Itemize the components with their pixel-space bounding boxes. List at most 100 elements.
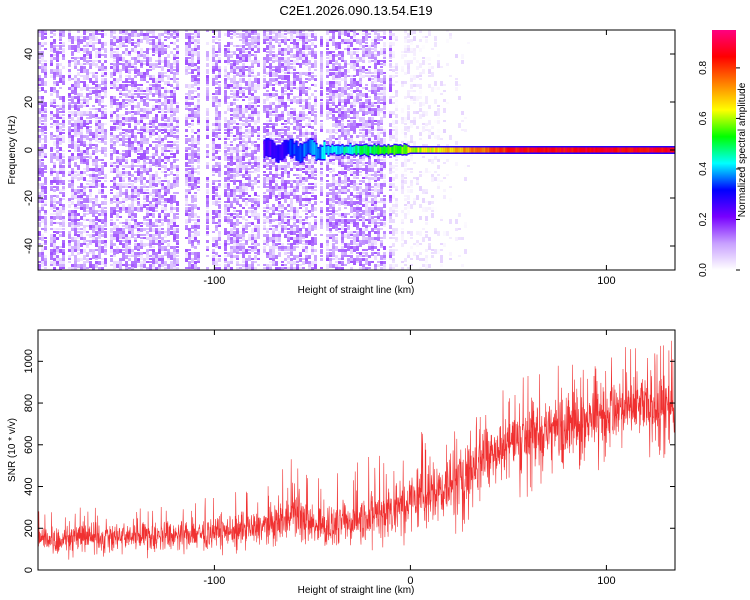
- spectrogram-cell: [122, 180, 125, 182]
- spectrogram-cell: [224, 189, 227, 192]
- spectrogram-cell: [236, 123, 239, 125]
- spectrogram-cell: [74, 96, 77, 99]
- spectrogram-cell: [245, 183, 248, 186]
- spectrogram-cell: [251, 48, 254, 51]
- spectrogram-cell: [194, 90, 197, 92]
- spectrogram-cell: [104, 75, 107, 77]
- spectrogram-cell: [68, 171, 71, 174]
- spectrogram-cell: [278, 135, 281, 137]
- spectrogram-cell: [74, 216, 77, 221]
- spectrogram-cell: [110, 207, 113, 210]
- spectrogram-cell: [206, 81, 209, 86]
- spectrogram-cell: [311, 198, 314, 200]
- spectrogram-cell: [152, 141, 155, 143]
- spectrogram-cell: [167, 96, 170, 98]
- spectrogram-cell: [104, 93, 107, 98]
- spectrogram-cell: [281, 105, 284, 107]
- spectrogram-cell: [248, 171, 251, 173]
- spectrogram-cell: [287, 267, 290, 270]
- spectrogram-cell: [77, 81, 80, 86]
- spectrogram-cell: [305, 39, 308, 44]
- spectrogram-cell: [329, 69, 332, 71]
- spectrogram-cell: [302, 54, 305, 57]
- spectrogram-cell: [95, 147, 98, 152]
- spectrogram-cell: [335, 54, 338, 57]
- spectrogram-cell: [152, 267, 155, 270]
- spectrogram-cell: [125, 51, 128, 56]
- spectrogram-cell: [338, 111, 341, 115]
- spectrogram-cell: [335, 237, 338, 242]
- spectrogram-cell: [53, 75, 56, 79]
- spectrogram-cell: [155, 210, 158, 212]
- spectrogram-cell: [233, 234, 236, 237]
- spectrogram-cell: [50, 255, 53, 260]
- spectrogram-cell: [146, 207, 149, 212]
- spectrogram-cell: [290, 99, 293, 103]
- spectrogram-cell: [155, 105, 158, 109]
- spectrogram-cell: [167, 219, 170, 224]
- spectrogram-cell: [77, 222, 80, 227]
- spectrogram-cell: [335, 246, 338, 251]
- spectrogram-cell: [296, 195, 299, 199]
- spectrogram-cell: [242, 186, 245, 191]
- spectrogram-cell: [251, 246, 254, 249]
- spectrogram-cell: [257, 117, 260, 121]
- spectrogram-cell: [95, 186, 98, 188]
- spectrogram-cell: [101, 69, 104, 71]
- spectrogram-cell: [146, 75, 149, 77]
- spectrogram-cell: [311, 30, 314, 32]
- spectrogram-cell: [197, 138, 200, 142]
- spectrogram-cell: [74, 75, 77, 78]
- spectrogram-cell: [218, 84, 221, 88]
- spectrogram-cell: [254, 255, 257, 260]
- spectrogram-cell: [290, 267, 293, 270]
- spectrogram-cell: [257, 156, 260, 161]
- spectrogram-cell: [251, 126, 254, 131]
- spectrogram-cell: [188, 261, 191, 264]
- spectrogram-cell: [233, 111, 236, 115]
- spectrogram-cell: [161, 180, 164, 182]
- spectrogram-cell: [128, 225, 131, 230]
- spectrogram-cell: [74, 90, 77, 94]
- spectrogram-cell: [44, 243, 47, 245]
- spectrogram-cell: [77, 213, 80, 216]
- spectrogram-cell: [116, 174, 119, 178]
- spectrogram-cell: [233, 114, 236, 119]
- spectrogram-cell: [224, 87, 227, 89]
- spectrogram-cell: [245, 267, 248, 270]
- spectrogram-cell: [92, 30, 95, 33]
- spectrogram-cell: [335, 75, 338, 78]
- spectrogram-cell: [215, 228, 218, 231]
- spectrogram-cell: [116, 249, 119, 254]
- spectrogram-cell: [230, 228, 233, 233]
- spectrogram-cell: [224, 240, 227, 245]
- spectrogram-cell: [59, 210, 62, 213]
- spectrogram-cell: [104, 213, 107, 216]
- spectrogram-cell: [116, 78, 119, 83]
- spectrogram-cell: [218, 156, 221, 160]
- spectrogram-cell: [92, 228, 95, 233]
- spectrogram-cell: [335, 228, 338, 231]
- spectrogram-cell: [170, 84, 173, 87]
- spectrogram-cell: [158, 90, 161, 94]
- spectrogram-cell: [83, 30, 86, 35]
- spectrogram-cell: [92, 105, 95, 107]
- spectrogram-cell: [53, 153, 56, 156]
- spectrogram-cell: [95, 30, 98, 35]
- spectrogram-cell: [161, 222, 164, 226]
- spectrogram-cell: [335, 126, 338, 128]
- spectrogram-cell: [89, 177, 92, 179]
- spectrogram-cell: [125, 63, 128, 67]
- spectrogram-cell: [251, 261, 254, 265]
- spectrogram-cell: [86, 252, 89, 256]
- spectrogram-cell: [188, 102, 191, 106]
- spectrogram-cell: [233, 192, 236, 197]
- spectrogram-cell: [140, 141, 143, 146]
- spectrogram-cell: [227, 87, 230, 89]
- spectrogram-cell: [194, 246, 197, 249]
- spectrogram-cell: [170, 51, 173, 54]
- spectrogram-cell: [245, 33, 248, 38]
- spectrogram-cell: [122, 114, 125, 116]
- spectrogram-cell: [128, 255, 131, 257]
- spectrogram-cell: [251, 114, 254, 117]
